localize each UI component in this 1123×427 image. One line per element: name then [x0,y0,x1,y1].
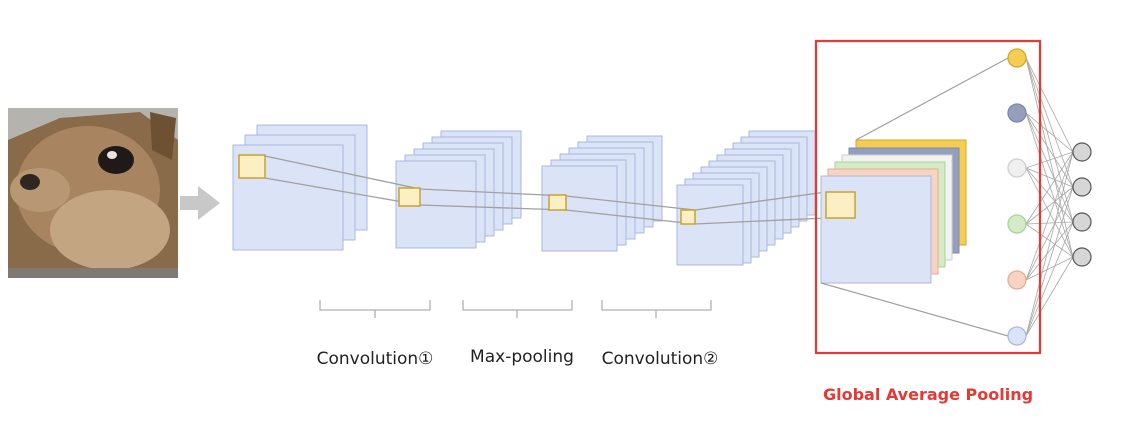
dense-connection-line [1025,186,1074,225]
conv2-output-patch [680,209,696,225]
squirrel-photo [8,108,178,278]
conv2-output-stack [676,130,816,266]
output-neuron-3 [1072,212,1092,232]
conv2-bracket [601,300,712,318]
conv1-input-stack [232,124,368,251]
conv2-label: Convolution② [602,349,719,369]
dense-connection-line [1025,221,1074,225]
dense-connection-line [1025,57,1074,188]
dense-connection-line [1025,57,1074,258]
output-neurons [1072,142,1092,267]
gap-title: Global Average Pooling [823,385,1033,404]
dense-connection-line [1025,256,1074,281]
dense-connection-line [1025,186,1074,281]
input-arrow [180,186,220,220]
gap-highlight-box [814,39,1042,355]
maxpool-label: Max-pooling [470,347,574,367]
dense-connection-line [1025,221,1074,337]
gap-connectors [820,57,1009,337]
dense-connection-line [1025,256,1074,337]
conv1-label: Convolution① [317,349,434,369]
dense-connections [1025,57,1074,337]
maxpool-output-stack [541,135,663,252]
output-neuron-2 [1072,177,1092,197]
dense-connection-line [1025,112,1074,258]
dense-connection-line [1025,186,1074,337]
conv1-kernel-patch [238,154,266,179]
dense-connection-line [1025,167,1074,258]
conv1-bracket [319,300,431,318]
output-neuron-4 [1072,247,1092,267]
output-neuron-1 [1072,142,1092,162]
dense-connection-line [1025,151,1074,169]
dense-connection-line [1025,57,1074,153]
gap-neuron-6 [1007,326,1027,346]
dense-connection-line [1025,112,1074,153]
conv1-output-patch [398,187,421,207]
gap-neurons [1007,48,1027,346]
dense-connection-line [1025,112,1074,188]
dense-connection-line [1025,151,1074,337]
maxpool-bracket [462,300,573,318]
gap-neuron-3 [1007,158,1027,178]
conv1-output-stack [395,130,522,249]
dense-connection-line [1025,112,1074,223]
gap-neuron-4 [1007,214,1027,234]
dense-connection-line [1025,151,1074,281]
receptive-field-lines [264,155,827,225]
maxpool-output-patch [548,194,567,211]
gap-channel-stack [820,139,967,284]
dense-connection-line [1025,221,1074,281]
gap-neuron-1 [1007,48,1027,68]
dense-connection-line [1025,151,1074,225]
gap-input-patch [825,191,856,219]
gap-neuron-2 [1007,103,1027,123]
dense-connection-line [1025,57,1074,223]
gap-neuron-5 [1007,270,1027,290]
dense-connection-line [1025,223,1074,258]
